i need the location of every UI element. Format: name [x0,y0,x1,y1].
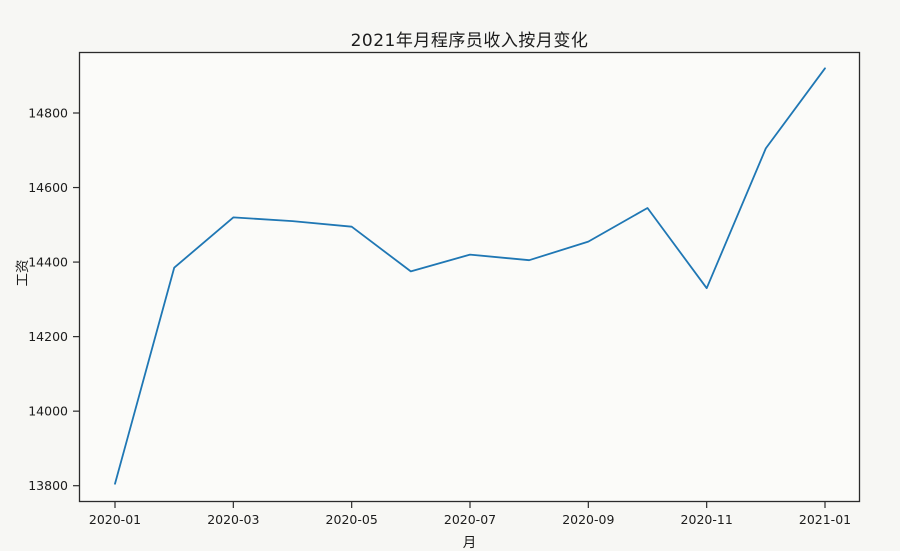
data-line-salary [114,67,826,485]
y-tick-label: 14800 [28,106,68,121]
x-tick-label: 2020-01 [89,512,141,527]
y-tick-label: 14200 [28,329,68,344]
y-tick-label: 14400 [28,255,68,270]
x-tick-label: 2020-11 [681,512,733,527]
y-tick-label: 13800 [28,478,68,493]
axes-spines [78,51,861,503]
x-tick-label: 2020-05 [326,512,378,527]
x-tick-label: 2020-09 [562,512,614,527]
x-tick-label: 2020-07 [444,512,496,527]
x-axis-label: 月 [462,535,477,551]
x-tick-label: 2021-01 [799,512,851,527]
x-tick-label: 2020-03 [207,512,259,527]
chart-title: 2021年月程序员收入按月变化 [350,31,589,51]
y-tick-label: 14000 [28,404,68,419]
y-tick-label: 14600 [28,180,68,195]
y-axis-label: 工资 [15,259,31,287]
